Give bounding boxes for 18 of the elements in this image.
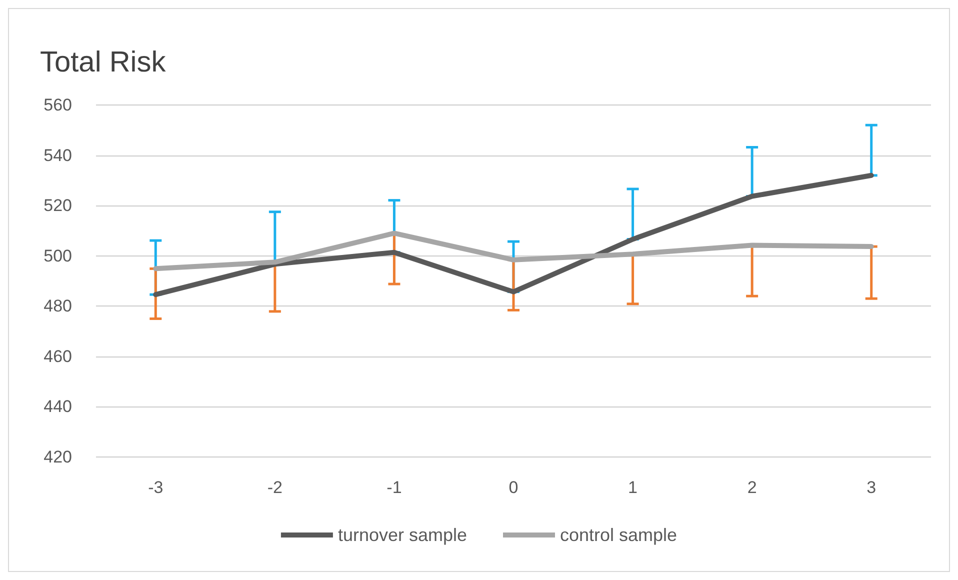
legend-label: turnover sample xyxy=(338,525,468,545)
x-tick-label: 0 xyxy=(508,478,518,497)
x-tick-label: 1 xyxy=(628,478,638,497)
x-tick-label: -2 xyxy=(267,478,282,497)
x-tick-label: -1 xyxy=(386,478,402,497)
legend-label: control sample xyxy=(560,525,678,545)
y-tick-label: 480 xyxy=(44,296,72,316)
y-tick-label: 560 xyxy=(44,96,72,114)
y-tick-label: 500 xyxy=(44,246,72,266)
y-tick-label: 460 xyxy=(44,346,72,366)
x-tick-label: 3 xyxy=(866,478,876,497)
y-tick-label: 420 xyxy=(44,448,72,466)
y-tick-label: 520 xyxy=(44,196,72,216)
y-tick-label: 540 xyxy=(44,146,72,165)
chart-title: Total Risk xyxy=(40,46,166,78)
x-tick-label: 2 xyxy=(747,478,757,497)
y-tick-label: 440 xyxy=(44,397,72,416)
x-tick-label: -3 xyxy=(148,478,164,497)
